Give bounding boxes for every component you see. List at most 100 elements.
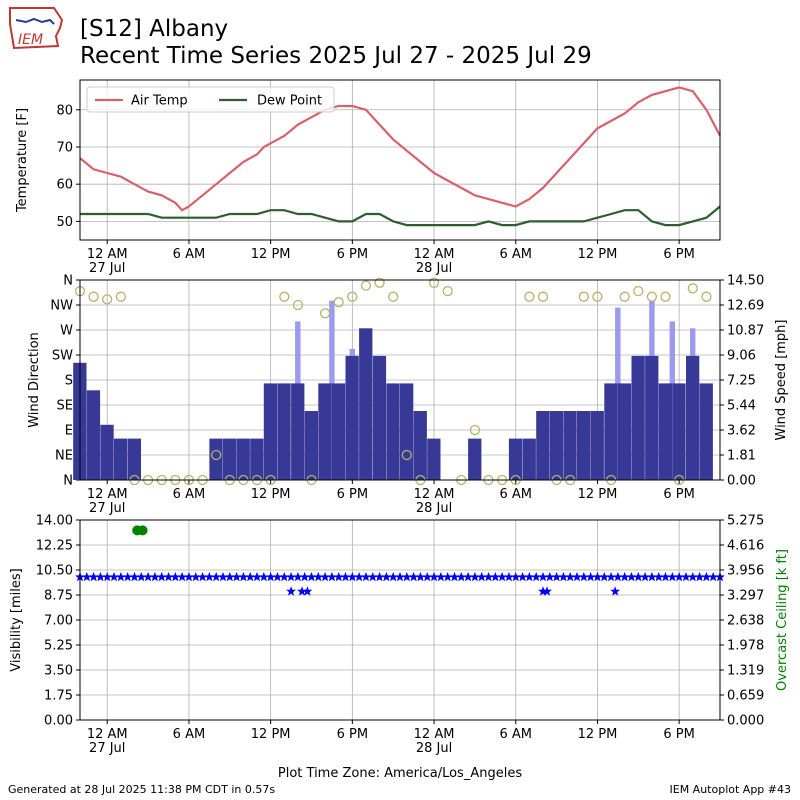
visibility-point	[517, 571, 528, 582]
temp-xtick-label: 12 AM	[414, 247, 455, 262]
visibility-point	[653, 571, 664, 582]
visibility-point	[374, 571, 385, 582]
wind-speed-bar	[127, 438, 141, 480]
temp-ytick-label: 70	[56, 140, 73, 155]
wind-direction-point	[333, 297, 344, 308]
visibility-point	[367, 571, 378, 582]
vis-y2tick-label: 1.978	[727, 639, 764, 654]
wind-speed-bar	[468, 438, 482, 480]
wind-direction-point	[347, 291, 358, 302]
legend-dew-point-label: Dew Point	[257, 94, 322, 109]
wind-speed-bar	[522, 438, 536, 480]
visibility-point	[190, 571, 201, 582]
wind-xtick-label: 12 PM	[578, 487, 618, 502]
temp-ytick-label: 50	[56, 215, 73, 230]
wind-speed-bar	[604, 383, 618, 480]
wind-xtick-label: 12 AM	[87, 487, 128, 502]
chart-title: [S12] Albany	[80, 16, 229, 42]
wind-y2tick-label: 10.87	[727, 324, 764, 339]
visibility-point	[647, 571, 657, 582]
wind-y2-axis-label: Wind Speed [mph]	[774, 320, 789, 441]
wind-ytick-label: E	[65, 424, 73, 439]
visibility-point	[170, 571, 181, 582]
visibility-point	[333, 571, 344, 582]
wind-direction-point	[687, 283, 698, 294]
visibility-point	[238, 571, 249, 582]
visibility-point	[313, 571, 324, 582]
temp-xtick-date: 27 Jul	[89, 261, 125, 276]
wind-xtick-label: 6 AM	[499, 487, 532, 502]
wind-ytick-label: SE	[57, 399, 73, 414]
visibility-point	[306, 571, 317, 582]
visibility-point	[510, 571, 521, 582]
wind-ytick-label: S	[65, 374, 73, 389]
temp-xtick-label: 6 AM	[499, 247, 532, 262]
wind-direction-point	[578, 291, 589, 302]
wind-direction-point	[619, 291, 630, 302]
visibility-point	[619, 571, 630, 582]
wind-direction-point	[428, 277, 440, 288]
wind-speed-bar	[291, 383, 305, 480]
temp-ytick-label: 60	[56, 178, 73, 193]
chart-subtitle: Recent Time Series 2025 Jul 27 - 2025 Ju…	[80, 43, 592, 69]
wind-ytick-label: W	[60, 324, 73, 339]
ceiling-y2-axis-label: Overcast Ceiling [k ft]	[775, 549, 790, 691]
x-axis-label: Plot Time Zone: America/Los_Angeles	[278, 766, 522, 781]
visibility-point	[149, 571, 160, 582]
wind-direction-point	[319, 308, 331, 319]
visibility-point	[497, 571, 508, 582]
visibility-point	[286, 586, 296, 596]
visibility-point	[544, 571, 555, 582]
temp-y-axis-label: Temperature [F]	[15, 108, 30, 213]
wind-direction-point	[374, 277, 385, 288]
visibility-point	[197, 571, 208, 582]
wind-direction-point	[537, 291, 549, 302]
visibility-point	[245, 571, 256, 582]
wind-speed-bar	[686, 355, 700, 480]
wind-speed-bar	[645, 355, 659, 480]
visibility-point	[286, 571, 296, 582]
wind-direction-point	[701, 291, 712, 302]
wind-speed-bar	[699, 383, 713, 480]
visibility-point	[667, 571, 678, 582]
visibility-point	[694, 571, 705, 582]
wind-speed-bar	[413, 411, 427, 480]
wind-speed-bar	[577, 411, 591, 480]
wind-speed-bar	[590, 411, 604, 480]
vis-ytick-label: 1.75	[44, 689, 73, 704]
ceiling-point	[137, 525, 148, 536]
visibility-point	[524, 571, 535, 582]
visibility-point	[224, 571, 235, 582]
visibility-point	[551, 571, 562, 582]
visibility-point	[136, 571, 147, 582]
visibility-point	[211, 571, 222, 582]
visibility-point	[340, 571, 351, 582]
wind-direction-point	[88, 291, 99, 302]
wind-y2tick-label: 0.00	[727, 474, 756, 489]
visibility-point	[542, 586, 552, 596]
visibility-point	[592, 571, 603, 582]
vis-ytick-label: 8.75	[44, 589, 73, 604]
visibility-point	[449, 571, 460, 582]
visibility-point	[102, 571, 113, 582]
visibility-panel: 0.00 1.75 3.50 5.25 7.00 8.75 10.50 12.25 14.00 0…	[9, 514, 790, 757]
footer-app: IEM Autoplot App #43	[669, 783, 792, 796]
wind-speed-bar	[617, 383, 632, 480]
visibility-point	[708, 571, 719, 582]
visibility-point	[701, 571, 712, 582]
wind-ytick-label: NE	[55, 449, 73, 464]
visibility-point	[483, 571, 494, 582]
visibility-point	[388, 571, 399, 582]
wind-speed-bar	[100, 424, 114, 480]
wind-xtick-label: 6 AM	[173, 487, 206, 502]
wind-speed-bar	[372, 355, 387, 480]
wind-speed-bar	[277, 383, 291, 480]
wind-speed-bar	[400, 383, 414, 480]
visibility-point	[469, 571, 480, 582]
legend-air-temp-label: Air Temp	[131, 94, 188, 109]
wind-speed-bar	[359, 328, 373, 480]
wind-ytick-label: N	[63, 274, 73, 289]
wind-speed-bar	[672, 383, 686, 480]
visibility-point	[476, 571, 487, 582]
wind-xtick-label: 12 PM	[251, 487, 291, 502]
